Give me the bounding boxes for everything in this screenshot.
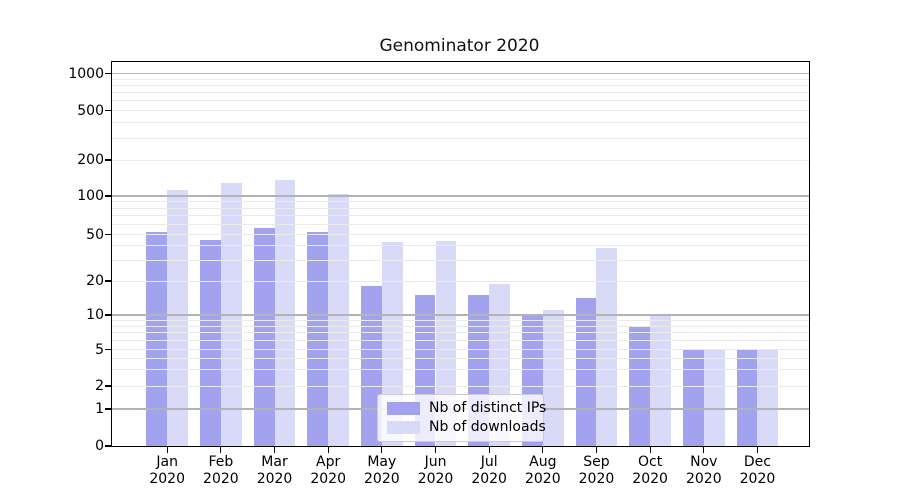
gridline-minor-2 xyxy=(112,385,809,387)
ytick-mark-500 xyxy=(105,109,111,112)
gridline-minor-500 xyxy=(112,110,809,111)
xtick-mark-aug xyxy=(542,447,544,453)
xtick-label-feb: Feb 2020 xyxy=(203,454,239,487)
xtick-label-dec: Dec 2020 xyxy=(739,454,776,487)
ytick-label-1: 1 xyxy=(95,401,104,417)
chart-title: Genominator 2020 xyxy=(379,36,540,56)
bar-downloads-aug xyxy=(542,310,564,446)
xtick-mark-jan xyxy=(166,447,168,453)
xtick-label-jan: Jan 2020 xyxy=(149,454,185,487)
ytick-mark-50 xyxy=(105,233,111,236)
gridline-minor-300 xyxy=(112,137,809,139)
gridline-minor-40 xyxy=(112,245,809,247)
xtick-label-sep: Sep 2020 xyxy=(578,454,615,487)
xtick-mark-dec xyxy=(756,447,759,453)
legend-label-downloads: Nb of downloads xyxy=(429,419,546,435)
ytick-mark-2 xyxy=(105,385,111,387)
bar-distinct-ips-jan xyxy=(146,232,168,446)
gridline-minor-400 xyxy=(112,122,809,124)
gridline-minor-700 xyxy=(112,92,809,94)
xtick-mark-jul xyxy=(488,447,490,453)
gridline-major-10 xyxy=(112,314,809,316)
bar-distinct-ips-dec xyxy=(736,349,758,446)
gridline-minor-70 xyxy=(112,215,809,217)
ytick-label-2: 2 xyxy=(95,378,104,394)
ytick-mark-10 xyxy=(105,314,111,316)
ytick-label-200: 200 xyxy=(77,152,104,168)
ytick-mark-100 xyxy=(105,195,111,197)
gridline-minor-900 xyxy=(112,78,809,80)
bar-distinct-ips-nov xyxy=(682,349,704,446)
gridline-minor-3 xyxy=(112,369,809,371)
gridline-major-100 xyxy=(112,195,809,197)
xtick-label-aug: Aug 2020 xyxy=(524,454,561,487)
xtick-mark-nov xyxy=(703,447,705,453)
ytick-mark-0 xyxy=(105,445,111,447)
ytick-label-1000: 1000 xyxy=(68,65,104,82)
legend-label-distinct-ips: Nb of distinct IPs xyxy=(429,400,547,416)
ytick-label-100: 100 xyxy=(77,188,104,204)
legend-swatch-distinct-ips xyxy=(387,402,420,415)
legend-item-distinct-ips: Nb of distinct IPs xyxy=(387,400,546,417)
ytick-label-50: 50 xyxy=(86,226,104,243)
xtick-mark-apr xyxy=(327,447,329,453)
xtick-mark-jun xyxy=(434,447,437,453)
gridline-minor-600 xyxy=(112,100,809,102)
xtick-mark-mar xyxy=(273,447,276,453)
ytick-label-500: 500 xyxy=(77,102,104,119)
legend-item-downloads: Nb of downloads xyxy=(387,419,546,436)
xtick-label-may: May 2020 xyxy=(364,454,400,487)
ytick-mark-1000 xyxy=(105,72,111,75)
gridline-minor-50 xyxy=(112,234,809,235)
xtick-label-oct: Oct 2020 xyxy=(632,454,668,487)
ytick-mark-1 xyxy=(105,408,111,410)
legend-swatch-downloads xyxy=(387,421,420,434)
xtick-label-mar: Mar 2020 xyxy=(256,454,293,487)
bar-downloads-nov xyxy=(703,349,725,446)
xtick-mark-may xyxy=(381,447,383,453)
gridline-minor-5 xyxy=(112,349,809,350)
gridline-major-1000 xyxy=(112,72,809,75)
bar-downloads-sep xyxy=(596,248,618,446)
ytick-label-20: 20 xyxy=(86,273,104,289)
gridline-minor-7 xyxy=(112,332,809,334)
xtick-mark-sep xyxy=(595,447,598,453)
bar-distinct-ips-mar xyxy=(253,228,275,446)
ytick-mark-200 xyxy=(105,159,111,161)
gridline-minor-200 xyxy=(112,159,809,161)
gridline-minor-4 xyxy=(112,357,809,359)
gridline-minor-8 xyxy=(112,325,809,327)
bar-distinct-ips-feb xyxy=(199,239,221,446)
gridline-minor-20 xyxy=(112,280,809,282)
ytick-mark-20 xyxy=(105,280,111,282)
gridline-minor-80 xyxy=(112,207,809,209)
gridline-minor-60 xyxy=(112,223,809,225)
ytick-mark-5 xyxy=(105,348,111,351)
gridline-minor-30 xyxy=(112,259,809,261)
xtick-label-jun: Jun 2020 xyxy=(417,454,454,487)
ytick-label-0: 0 xyxy=(95,438,104,454)
legend: Nb of distinct IPs Nb of downloads xyxy=(377,394,546,442)
xtick-label-jul: Jul 2020 xyxy=(471,454,507,487)
xtick-label-nov: Nov 2020 xyxy=(685,454,722,487)
gridline-minor-90 xyxy=(112,201,809,203)
ytick-label-10: 10 xyxy=(86,307,104,323)
plot-area: 0 1 2 5 10 20 50 100 200 500 1000 Jan 2020 Feb 2020 M… xyxy=(68,61,810,487)
gridline-minor-800 xyxy=(112,84,809,86)
bar-downloads-oct xyxy=(650,315,672,446)
bar-distinct-ips-apr xyxy=(307,232,329,446)
xtick-mark-feb xyxy=(220,447,222,453)
xtick-mark-oct xyxy=(649,447,651,453)
gridline-minor-9 xyxy=(112,319,809,321)
ytick-label-5: 5 xyxy=(95,341,104,358)
gridline-minor-6 xyxy=(112,339,809,341)
xtick-label-apr: Apr 2020 xyxy=(310,454,346,487)
bar-downloads-mar xyxy=(274,180,296,446)
bar-downloads-dec xyxy=(757,349,779,446)
bar-downloads-jan xyxy=(167,190,189,446)
